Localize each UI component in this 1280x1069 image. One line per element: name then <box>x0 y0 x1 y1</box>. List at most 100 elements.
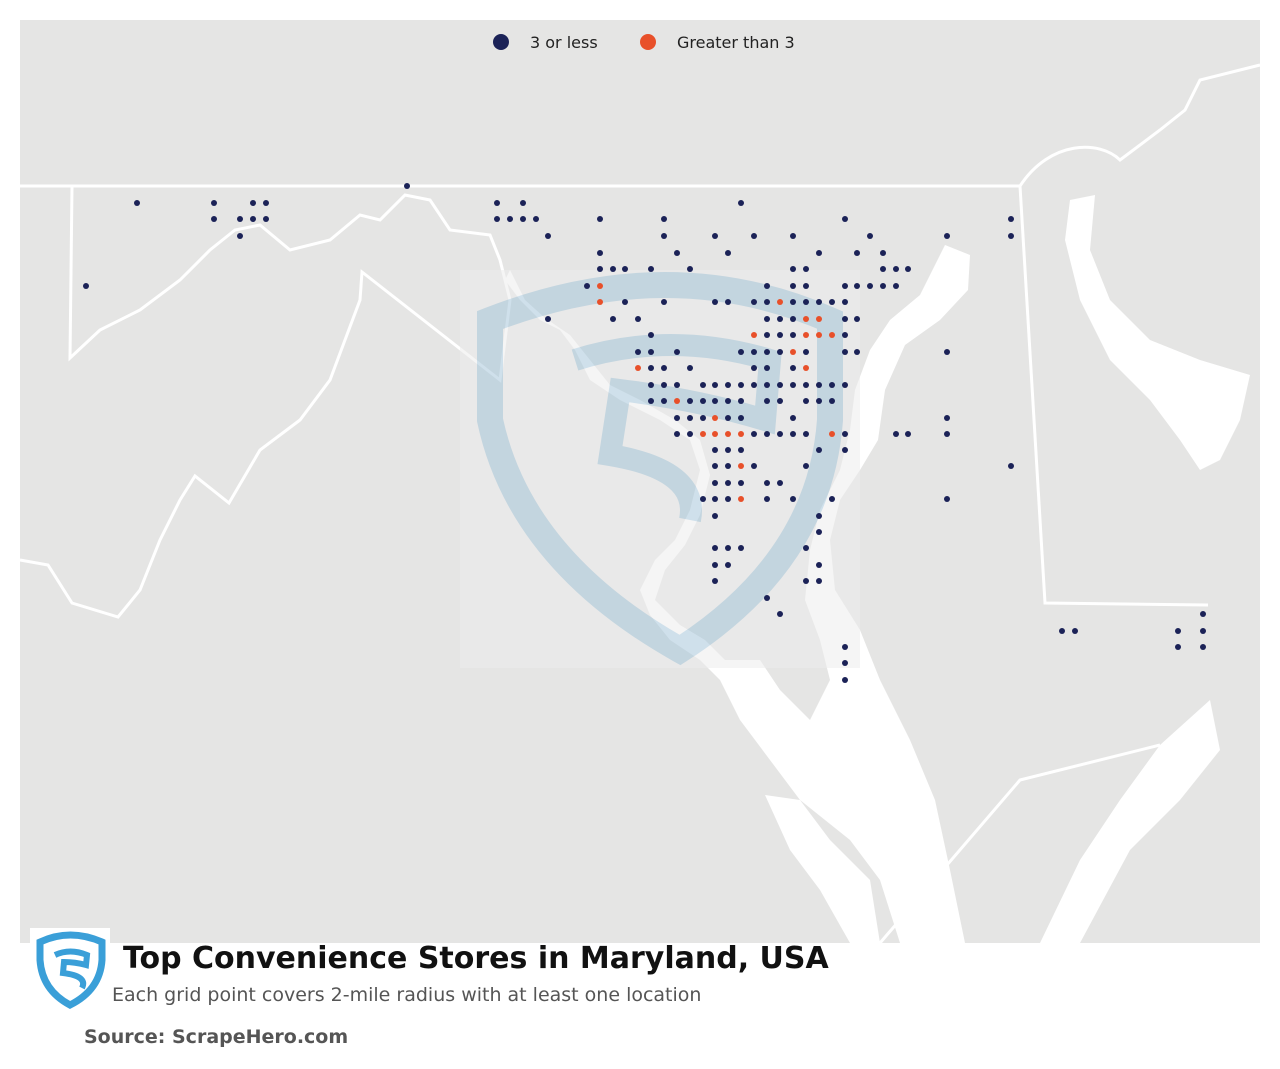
legend-marker <box>493 34 509 50</box>
grid-point <box>635 365 641 371</box>
grid-point <box>738 480 744 486</box>
grid-point <box>790 316 796 322</box>
grid-point <box>816 513 822 519</box>
grid-point <box>803 578 809 584</box>
grid-point <box>725 496 731 502</box>
grid-point <box>816 299 822 305</box>
grid-point <box>597 250 603 256</box>
grid-point <box>584 283 590 289</box>
grid-point <box>816 250 822 256</box>
grid-point <box>816 398 822 404</box>
grid-point <box>764 299 770 305</box>
grid-point <box>764 480 770 486</box>
grid-point <box>842 283 848 289</box>
grid-point <box>803 266 809 272</box>
grid-point <box>700 496 706 502</box>
grid-point <box>905 266 911 272</box>
grid-point <box>263 200 269 206</box>
grid-point <box>712 463 718 469</box>
grid-point <box>842 316 848 322</box>
grid-point <box>764 382 770 388</box>
grid-point <box>83 283 89 289</box>
grid-point <box>764 365 770 371</box>
grid-point <box>777 431 783 437</box>
grid-point <box>712 562 718 568</box>
grid-point <box>712 233 718 239</box>
grid-point <box>661 299 667 305</box>
grid-point <box>816 316 822 322</box>
grid-point <box>725 463 731 469</box>
grid-point <box>725 431 731 437</box>
grid-point <box>816 578 822 584</box>
grid-point <box>893 431 899 437</box>
grid-point <box>893 266 899 272</box>
grid-point <box>803 316 809 322</box>
grid-point <box>829 398 835 404</box>
grid-point <box>712 496 718 502</box>
grid-point <box>751 431 757 437</box>
grid-point <box>1200 644 1206 650</box>
grid-points <box>83 183 1206 683</box>
grid-point <box>777 611 783 617</box>
grid-point <box>738 349 744 355</box>
grid-point <box>880 266 886 272</box>
grid-point <box>725 562 731 568</box>
grid-point <box>751 382 757 388</box>
grid-point <box>829 382 835 388</box>
grid-point <box>867 283 873 289</box>
grid-point <box>880 283 886 289</box>
grid-point <box>790 233 796 239</box>
grid-point <box>764 431 770 437</box>
grid-point <box>1175 644 1181 650</box>
logo <box>30 928 110 1010</box>
grid-point <box>790 365 796 371</box>
grid-point <box>764 332 770 338</box>
grid-point <box>751 463 757 469</box>
grid-point <box>790 299 796 305</box>
grid-point <box>816 332 822 338</box>
grid-point <box>404 183 410 189</box>
grid-point <box>700 415 706 421</box>
legend-marker <box>640 34 656 50</box>
grid-point <box>520 216 526 222</box>
grid-point <box>816 382 822 388</box>
grid-point <box>764 283 770 289</box>
grid-point <box>635 349 641 355</box>
grid-point <box>1072 628 1078 634</box>
grid-point <box>751 349 757 355</box>
grid-point <box>777 349 783 355</box>
grid-point <box>829 496 835 502</box>
grid-point <box>790 349 796 355</box>
grid-point <box>854 250 860 256</box>
grid-point <box>712 415 718 421</box>
grid-point <box>738 398 744 404</box>
grid-point <box>610 316 616 322</box>
grid-point <box>1008 216 1014 222</box>
grid-point <box>764 595 770 601</box>
grid-point <box>829 299 835 305</box>
grid-point <box>237 216 243 222</box>
grid-point <box>738 545 744 551</box>
grid-point <box>738 431 744 437</box>
grid-point <box>738 382 744 388</box>
grid-point <box>1200 611 1206 617</box>
grid-point <box>803 545 809 551</box>
grid-point <box>790 431 796 437</box>
grid-point <box>790 496 796 502</box>
grid-point <box>738 200 744 206</box>
state-boundaries <box>19 63 1261 944</box>
grid-point <box>648 382 654 388</box>
grid-point <box>250 216 256 222</box>
grid-point <box>674 250 680 256</box>
grid-point <box>803 431 809 437</box>
grid-point <box>622 299 628 305</box>
grid-point <box>790 415 796 421</box>
grid-point <box>520 200 526 206</box>
grid-point <box>816 529 822 535</box>
grid-point <box>674 382 680 388</box>
grid-point <box>597 299 603 305</box>
grid-point <box>687 266 693 272</box>
grid-point <box>648 266 654 272</box>
title: Top Convenience Stores in Maryland, USA <box>123 941 830 976</box>
grid-point <box>816 562 822 568</box>
